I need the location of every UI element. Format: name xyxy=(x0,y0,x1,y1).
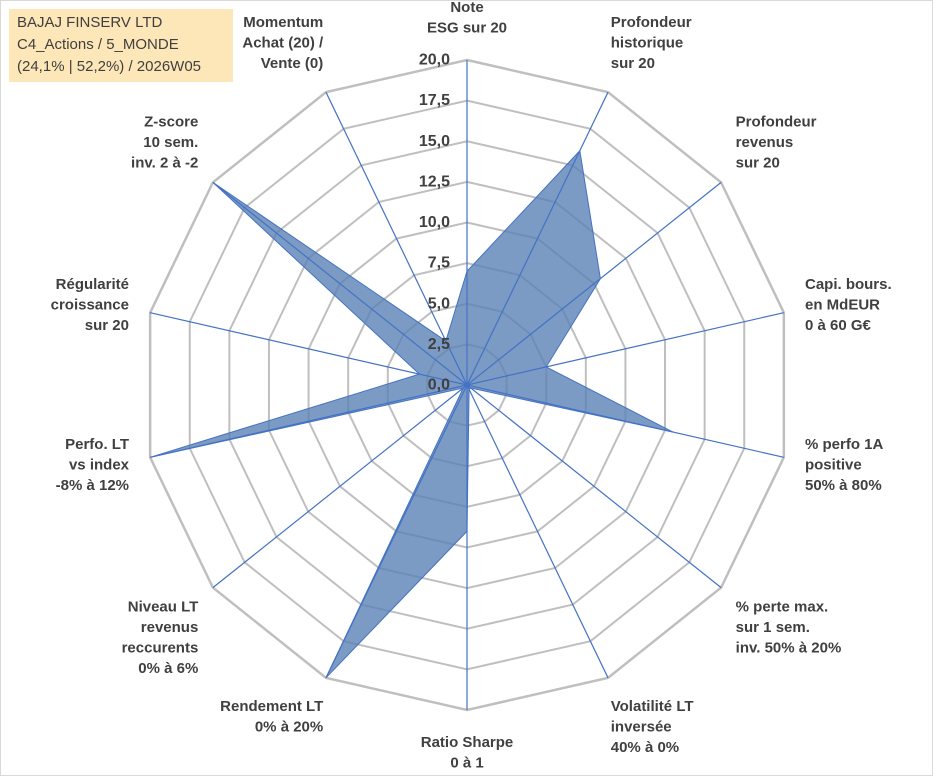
tick-label: 0,0 xyxy=(428,377,450,394)
axis-label-line: inv. 2 à -2 xyxy=(131,154,198,171)
axis-label-line: reccurents xyxy=(122,640,199,657)
axis-label-line: Profondeur xyxy=(736,113,817,130)
axis-label-line: 10 sem. xyxy=(143,134,198,151)
tick-label: 12,5 xyxy=(419,173,450,190)
portfolio-stats: (24,1% | 52,2%) / 2026W05 xyxy=(17,58,201,75)
axis-labels: Note ESG sur 20 Profondeur historique sur 20… xyxy=(51,0,892,771)
axis-label: Z-score 10 sem. inv. 2 à -2 xyxy=(131,113,198,171)
info-box: BAJAJ FINSERV LTD C4_Actions / 5_MONDE (… xyxy=(9,9,233,82)
axis-label-line: 40% à 0% xyxy=(611,739,679,756)
radial-tick-labels: 0,0 2,5 5,0 7,5 10,0 12,5 15,0 17,5 20,0 xyxy=(419,52,450,394)
axis-label-line: historique xyxy=(611,34,684,51)
axis-label-line: sur 20 xyxy=(611,55,655,72)
axis-spoke xyxy=(466,181,722,386)
tick-label: 15,0 xyxy=(419,133,450,150)
axis-label-line: Profondeur xyxy=(611,14,692,31)
axis-label-line: Rendement LT xyxy=(220,698,323,715)
axis-label: Capi. bours. en MdEUR 0 à 60 G€ xyxy=(805,276,892,334)
axis-label-line: Régularité xyxy=(56,276,129,293)
axis-label-line: inversée xyxy=(611,719,672,736)
axis-label: Profondeur historique sur 20 xyxy=(611,14,692,72)
axis-label-line: Volatilité LT xyxy=(611,698,694,715)
axis-label-line: % perfo 1A xyxy=(805,436,884,453)
axis-spoke xyxy=(466,384,722,589)
axis-label-line: % perte max. xyxy=(736,599,829,616)
axis-label-line: Z-score xyxy=(144,113,198,130)
axis-label: Ratio Sharpe 0 à 1 xyxy=(421,734,514,772)
axis-label: Note ESG sur 20 xyxy=(427,0,507,36)
axis-spoke xyxy=(150,384,468,458)
axis-label-line: Vente (0) xyxy=(261,55,324,72)
axis-spoke xyxy=(466,91,609,386)
axis-label-line: Perfo. LT xyxy=(65,436,129,453)
axis-spoke xyxy=(150,312,468,386)
tick-label: 10,0 xyxy=(419,214,450,231)
axis-label-line: 50% à 80% xyxy=(805,477,882,494)
axis-label: Régularité croissance sur 20 xyxy=(51,276,129,334)
axis-label-line: vs index xyxy=(69,456,130,473)
axis-label-line: sur 20 xyxy=(85,317,129,334)
axis-label-line: revenus xyxy=(736,134,794,151)
axis-label: Niveau LT revenus reccurents 0% à 6% xyxy=(122,599,199,678)
axis-spoke xyxy=(466,384,609,679)
axis-spoke xyxy=(212,384,468,589)
axis-label-line: ESG sur 20 xyxy=(427,19,507,36)
axis-label-line: 0 à 60 G€ xyxy=(805,317,872,334)
axis-label: Volatilité LT inversée 40% à 0% xyxy=(611,698,694,756)
company-name: BAJAJ FINSERV LTD xyxy=(17,14,163,31)
axis-label: Profondeur revenus sur 20 xyxy=(736,113,817,171)
axis-label-line: inv. 50% à 20% xyxy=(736,640,842,657)
axis-label-line: -8% à 12% xyxy=(56,477,129,494)
tick-label: 2,5 xyxy=(428,336,450,353)
axis-label: Perfo. LT vs index -8% à 12% xyxy=(56,436,130,494)
axis-label-line: 0% à 20% xyxy=(255,719,323,736)
axis-spoke xyxy=(466,384,784,458)
axis-label-line: revenus xyxy=(141,619,199,636)
axis-label: % perfo 1A positive 50% à 80% xyxy=(805,436,884,494)
axis-spoke xyxy=(325,91,468,386)
radar-spokes xyxy=(150,60,784,710)
axis-label-line: sur 20 xyxy=(736,154,780,171)
portfolio-name: C4_Actions / 5_MONDE xyxy=(17,36,179,53)
axis-label-line: Niveau LT xyxy=(128,599,199,616)
axis-label-line: en MdEUR xyxy=(805,297,880,314)
axis-label-line: Ratio Sharpe xyxy=(421,734,514,751)
tick-label: 17,5 xyxy=(419,92,450,109)
axis-label-line: Momentum xyxy=(243,14,323,31)
axis-label: Rendement LT 0% à 20% xyxy=(220,698,323,736)
axis-label-line: Achat (20) / xyxy=(242,34,324,51)
axis-spoke xyxy=(466,312,784,386)
axis-label-line: sur 1 sem. xyxy=(736,619,810,636)
axis-spoke xyxy=(325,384,468,679)
axis-label-line: Capi. bours. xyxy=(805,276,892,293)
axis-spoke xyxy=(212,181,468,386)
axis-label: Momentum Achat (20) / Vente (0) xyxy=(242,14,324,72)
axis-label-line: Note xyxy=(450,0,483,16)
tick-label: 5,0 xyxy=(428,295,450,312)
axis-label-line: croissance xyxy=(51,297,129,314)
axis-label: % perte max. sur 1 sem. inv. 50% à 20% xyxy=(736,599,842,657)
axis-label-line: 0% à 6% xyxy=(138,660,198,677)
tick-label: 7,5 xyxy=(428,255,450,272)
tick-label: 20,0 xyxy=(419,52,450,69)
axis-label-line: 0 à 1 xyxy=(450,754,483,771)
axis-label-line: positive xyxy=(805,456,862,473)
